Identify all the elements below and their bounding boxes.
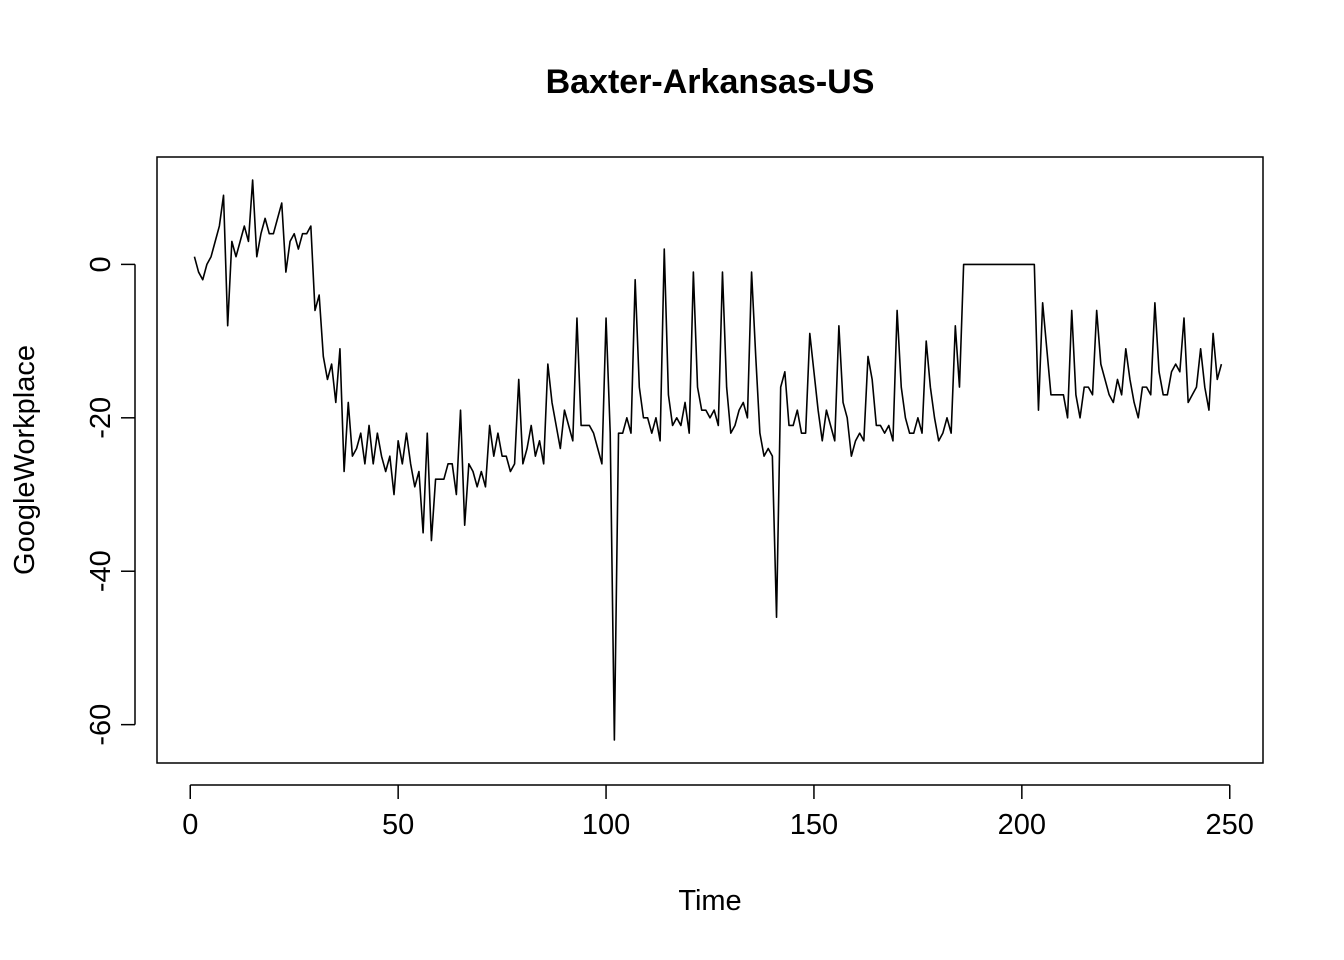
x-tick-label: 250 [1206, 809, 1254, 841]
x-tick-label: 50 [382, 809, 414, 841]
plot-area-border [156, 156, 1264, 764]
y-tick-label: -20 [85, 397, 117, 439]
x-tick-label: 100 [582, 809, 630, 841]
x-tick-label: 150 [790, 809, 838, 841]
series-line-googleworkplace [193, 179, 1223, 741]
x-tick-label: 0 [182, 809, 198, 841]
y-tick-label: -60 [85, 704, 117, 746]
x-tick-label: 200 [998, 809, 1046, 841]
x-axis: 0 50 100 150 200 250 [182, 784, 1254, 841]
y-axis: -60 -40 -20 0 [85, 256, 136, 746]
y-axis-label: GoogleWorkplace [9, 345, 41, 575]
x-axis-label: Time [678, 885, 741, 917]
chart-title: Baxter-Arkansas-US [546, 63, 875, 101]
y-tick-label: -40 [85, 550, 117, 592]
y-tick-label: 0 [85, 256, 117, 272]
